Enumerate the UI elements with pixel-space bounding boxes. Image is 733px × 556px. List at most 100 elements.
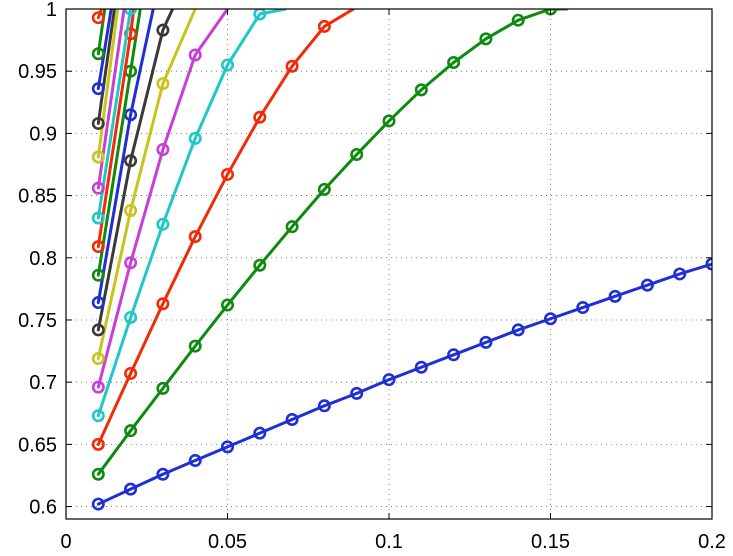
data-point [253,110,267,124]
data-point [91,47,105,61]
x-tick-label: 0.15 [531,531,570,553]
series-line [96,9,133,220]
data-point [91,352,105,366]
data-point [350,386,364,400]
series-3 [91,9,355,451]
series-7 [91,9,175,337]
data-point [124,424,138,438]
data-point [91,150,105,164]
data-point [382,114,396,128]
data-point [188,339,202,353]
series-line [96,9,175,332]
series-line [96,9,288,418]
series-line [96,9,569,476]
ticks [65,8,713,519]
data-point [253,9,267,21]
data-point [511,13,525,27]
y-tick-labels: 0.6 0.65 0.7 0.75 0.8 0.85 0.9 0.95 1 [18,0,57,519]
data-point [673,267,687,281]
data-point [91,409,105,423]
series-4 [91,9,288,423]
data-point [124,108,138,122]
y-tick-label: 0.95 [18,61,57,83]
data-point [124,310,138,324]
series-5 [91,9,229,394]
data-point [156,23,170,37]
y-tick-label: 0.8 [29,248,57,270]
y-tick-label: 1 [46,0,57,21]
data-point [188,48,202,62]
data-point [414,360,428,374]
data-point [91,211,105,225]
series-17 [91,9,105,25]
data-point [91,268,105,282]
data-point [608,289,622,303]
data-point [91,82,105,96]
y-tick-label: 0.85 [18,186,57,208]
y-tick-label: 0.7 [29,372,57,394]
series-2 [91,9,569,481]
data-point [124,9,138,16]
data-point [285,412,299,426]
data-point [511,323,525,337]
series-10 [91,9,138,254]
data-point [221,167,235,181]
series-6 [91,9,197,366]
series-line [96,9,142,277]
series-11 [91,9,138,225]
data-point [124,482,138,496]
series-14 [91,9,116,130]
data-point [188,131,202,145]
data-point [447,55,461,69]
data-point [479,32,493,46]
data-point [188,230,202,244]
data-point [156,467,170,481]
series-line [96,9,116,125]
data-point [91,467,105,481]
series-15 [91,9,113,96]
x-tick-labels: 0 0.05 0.1 0.15 0.2 [60,531,725,553]
data-point [91,11,105,25]
series-13 [91,9,120,164]
series-line [96,9,113,91]
data-point [124,366,138,380]
data-point [91,497,105,511]
series-line [96,9,229,389]
data-point [447,348,461,362]
data-point [317,182,331,196]
data-point [350,148,364,162]
y-tick-label: 0.75 [18,310,57,332]
data-point [156,143,170,157]
data-point [414,83,428,97]
data-point [479,335,493,349]
data-point [124,256,138,270]
series-line [96,9,120,159]
data-point [253,426,267,440]
series-8 [91,9,155,310]
data-point [188,454,202,468]
x-tick-label: 0.2 [698,531,726,553]
data-point [253,258,267,272]
series-line [96,9,197,361]
data-point [156,297,170,311]
data-point [221,298,235,312]
data-point [91,116,105,130]
series-line [96,9,155,305]
x-tick-label: 0.05 [208,531,247,553]
x-tick-label: 0 [60,531,71,553]
data-point [91,296,105,310]
grid [66,9,712,519]
data-point [285,59,299,73]
x-tick-label: 0.1 [375,531,403,553]
series-line [96,9,355,446]
data-point [124,204,138,218]
y-tick-label: 0.6 [29,497,57,519]
data-point [576,301,590,315]
data-point [221,440,235,454]
data-point [640,278,654,292]
data-point [91,323,105,337]
data-point [317,19,331,33]
data-point [156,217,170,231]
data-point [221,58,235,72]
